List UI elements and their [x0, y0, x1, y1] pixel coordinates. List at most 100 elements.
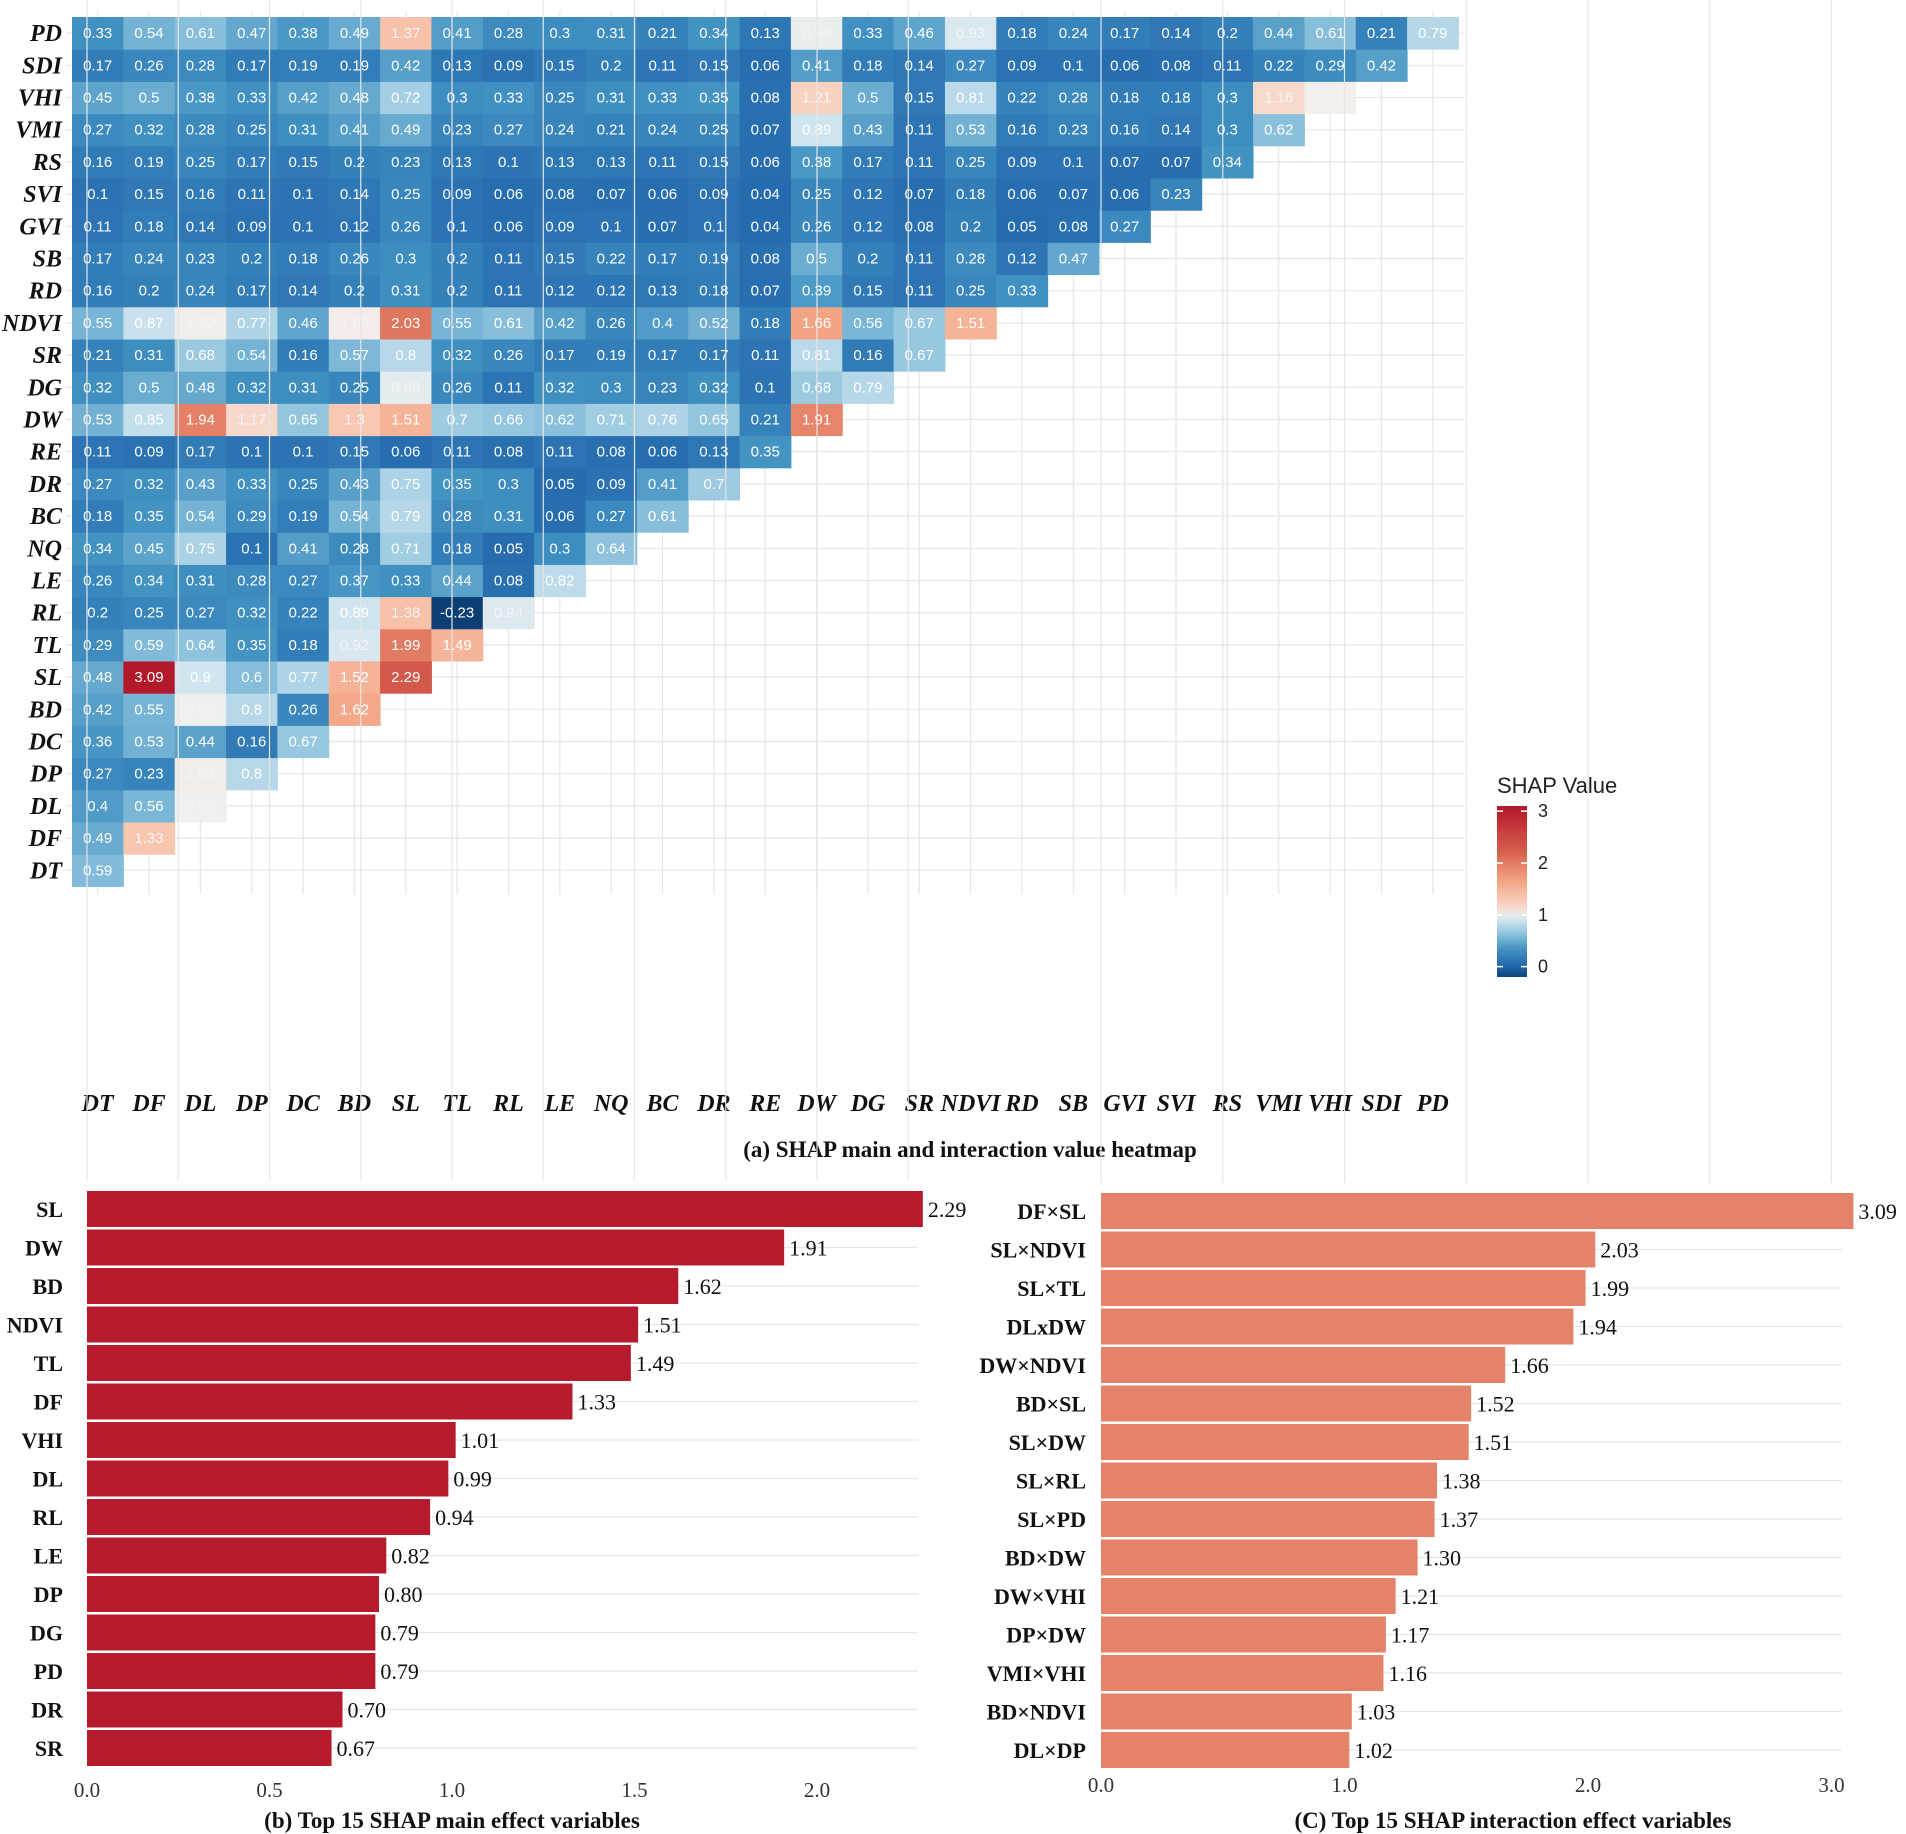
- heatmap-cell-label: 0.25: [288, 476, 317, 493]
- heatmap-cell-label: 0.19: [340, 57, 369, 74]
- heatmap-cell-SL-DC: [277, 661, 330, 694]
- heatmap-cell-RL-SL: [380, 596, 432, 630]
- heatmap-cell-label: 0.2: [241, 251, 262, 268]
- heatmap-cell-PD-SDI: [1355, 17, 1408, 50]
- heatmap-row-label: SDI: [22, 53, 64, 79]
- heatmap-row-label: TL: [33, 633, 62, 659]
- bar-category-label: PD: [34, 1659, 63, 1684]
- heatmap-cell-label: 0.32: [134, 122, 163, 139]
- bar-DG: [87, 1614, 376, 1651]
- heatmap-cell-label: 0.32: [699, 379, 728, 396]
- heatmap-cell-VMI-NQ: [585, 113, 638, 147]
- heatmap-cell-SB-DL: [174, 242, 227, 276]
- heatmap-cell-label: 0.13: [751, 25, 780, 42]
- heatmap-cell-DG-DR: [688, 371, 741, 404]
- heatmap-cell-label: 0.22: [1264, 57, 1293, 74]
- heatmap-col-label: VHI: [1308, 1091, 1354, 1117]
- heatmap-cell-label: 1.99: [391, 637, 420, 654]
- heatmap-cell-label: 0.65: [288, 412, 317, 429]
- heatmap-cell-PD-DG: [842, 17, 895, 50]
- heatmap-cell-VMI-RD: [996, 113, 1049, 147]
- x-tick-label: 1.0: [439, 1778, 465, 1802]
- heatmap-cell-label: 0.67: [905, 347, 934, 364]
- heatmap-cell-LE-DC: [277, 564, 330, 598]
- heatmap-cell-RS-TL: [431, 145, 484, 179]
- heatmap-cell-DL-DT: [72, 789, 124, 823]
- heatmap-row-label: GVI: [19, 214, 63, 240]
- heatmap-cell-SR-SR: [893, 339, 946, 372]
- heatmap-cell-label: 0.79: [391, 508, 420, 525]
- heatmap-cell-DW-RE: [739, 403, 792, 437]
- heatmap-cell-TL-DL: [174, 628, 227, 662]
- heatmap-cell-SDI-DT: [72, 49, 124, 82]
- heatmap-col-label: SR: [905, 1091, 934, 1117]
- x-tick-label: 1.0: [1331, 1773, 1357, 1797]
- heatmap-cell-label: 0.1: [601, 218, 622, 235]
- heatmap-cell-DR-BC: [636, 467, 689, 501]
- bar-value-label: 1.99: [1591, 1276, 1630, 1301]
- heatmap-cell-label: 0.53: [134, 734, 163, 751]
- heatmap-cell-VMI-RE: [739, 113, 792, 147]
- heatmap-cell-label: 0.79: [1418, 25, 1447, 42]
- heatmap-cell-RD-DL: [174, 274, 227, 308]
- heatmap-cell-label: 0.07: [648, 218, 677, 235]
- x-tick-label: 1.5: [621, 1778, 647, 1802]
- heatmap-cell-NQ-RL: [482, 532, 535, 565]
- heatmap-cell-DG-DC: [277, 371, 330, 404]
- heatmap-cell-label: 0.08: [751, 90, 780, 107]
- heatmap-cell-label: 0.27: [494, 122, 523, 139]
- heatmap-cell-BD-DC: [277, 693, 330, 726]
- heatmap-cell-label: 0.1: [241, 444, 262, 461]
- heatmap-cell-label: 0.23: [443, 122, 472, 139]
- heatmap-cell-label: 0.08: [1059, 218, 1088, 235]
- heatmap-cell-RD-SR: [893, 274, 946, 308]
- heatmap-cell-label: 0.4: [87, 798, 108, 815]
- bar-DL: [87, 1460, 449, 1497]
- heatmap-cell-label: 0.76: [648, 412, 677, 429]
- heatmap-cell-label: 0.45: [134, 540, 163, 557]
- heatmap-cell-DW-DC: [277, 403, 330, 437]
- heatmap-cell-label: 0.12: [1007, 251, 1036, 268]
- heatmap-cell-SL-DF: [123, 661, 176, 694]
- heatmap-cell-label: 0.07: [1059, 186, 1088, 203]
- heatmap-cell-SVI-NQ: [585, 178, 638, 211]
- heatmap-cell-RS-DT: [72, 145, 124, 179]
- heatmap-cell-VHI-SR: [893, 81, 946, 115]
- heatmap-cell-label: 0.33: [391, 573, 420, 590]
- heatmap-cell-SDI-VMI: [1253, 49, 1305, 82]
- heatmap-cell-label: 0.14: [340, 186, 369, 203]
- bar-category-label: SL×TL: [1017, 1276, 1086, 1301]
- heatmap-cell-label: 0.53: [83, 412, 112, 429]
- heatmap-cell-label: 0.12: [597, 283, 626, 300]
- heatmap-cell-SDI-NQ: [585, 49, 638, 82]
- heatmap-cell-label: 0.22: [597, 251, 626, 268]
- legend: SHAP Value 3 2 1 0: [1497, 773, 1617, 977]
- heatmap-cell-label: 0.13: [648, 283, 677, 300]
- heatmap-cell-VHI-DG: [842, 81, 895, 115]
- heatmap-cell-label: 0.41: [648, 476, 677, 493]
- heatmap-cell-SL-DL: [174, 661, 227, 694]
- heatmap-cell-BC-RL: [482, 500, 535, 533]
- heatmap-cell-label: 0.06: [751, 57, 780, 74]
- heatmap-col-label: RL: [492, 1091, 524, 1117]
- heatmap-cell-label: 0.14: [186, 218, 215, 235]
- heatmap-col-label: BC: [646, 1091, 680, 1117]
- heatmap-cell-SDI-DG: [842, 49, 895, 82]
- heatmap-cell-RE-DF: [123, 435, 176, 469]
- heatmap-cell-label: 0.5: [139, 379, 160, 396]
- heatmap-cell-label: 0.3: [549, 25, 570, 42]
- heatmap-cell-label: 0.13: [699, 444, 728, 461]
- heatmap-row-label: RL: [30, 601, 62, 627]
- heatmap-cell-label: 0.53: [956, 122, 985, 139]
- heatmap-cell-label: 0.11: [238, 186, 266, 203]
- heatmap-cell-label: 0.26: [597, 315, 626, 332]
- heatmap-cell-DG-RL: [482, 371, 535, 404]
- bar-category-label: DW×VHI: [994, 1584, 1086, 1609]
- heatmap-cell-label: 0.06: [494, 186, 523, 203]
- heatmap-cell-NDVI-RL: [482, 306, 535, 340]
- heatmap-cell-label: 0.72: [391, 90, 420, 107]
- heatmap-cell-RD-BD: [328, 274, 381, 308]
- heatmap-cell-label: 0.04: [751, 186, 780, 203]
- heatmap-cell-label: 0.8: [241, 701, 262, 718]
- heatmap-cell-DW-BC: [636, 403, 689, 437]
